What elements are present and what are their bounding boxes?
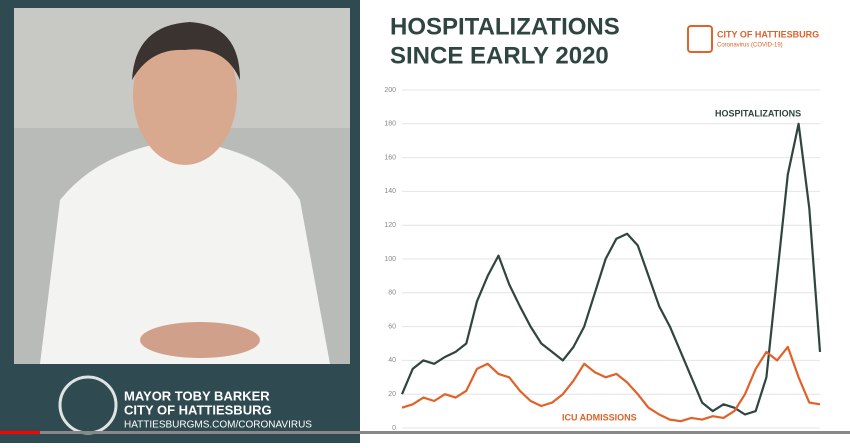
progress-bar[interactable] [0, 431, 40, 434]
logo-subtitle: Coronavirus (COVID-19) [717, 43, 783, 49]
line-series [401, 345, 821, 423]
y-tick-label: 0 [392, 425, 396, 432]
annotation: ICU ADMISSIONS [562, 412, 637, 422]
caption-city: CITY OF HATTIESBURG [124, 402, 272, 417]
y-tick-label: 160 [384, 154, 396, 161]
y-tick-label: 180 [384, 121, 396, 128]
logo-name: CITY OF HATTIESBURG [717, 29, 819, 39]
y-tick-label: 40 [388, 357, 396, 364]
y-tick-label: 20 [388, 391, 396, 398]
chart-title: SINCE EARLY 2020 [390, 42, 609, 69]
logo-icon [687, 25, 713, 53]
y-tick-label: 100 [384, 256, 396, 263]
y-tick-label: 120 [384, 222, 396, 229]
chart-title: HOSPITALIZATIONS [390, 13, 620, 40]
annotation: HOSPITALIZATIONS [715, 108, 801, 118]
shirt [40, 140, 330, 364]
hair [132, 22, 240, 80]
y-tick-label: 140 [384, 188, 396, 195]
y-tick-label: 200 [384, 87, 396, 94]
progress-track[interactable] [0, 431, 850, 434]
caption-url: HATTIESBURGMS.COM/CORONAVIRUS [124, 420, 312, 431]
hands [140, 322, 260, 358]
caption-name: MAYOR TOBY BARKER [124, 388, 270, 403]
line-series [400, 122, 822, 416]
face [133, 25, 237, 165]
y-tick-label: 60 [388, 323, 396, 330]
y-tick-label: 80 [388, 290, 396, 297]
